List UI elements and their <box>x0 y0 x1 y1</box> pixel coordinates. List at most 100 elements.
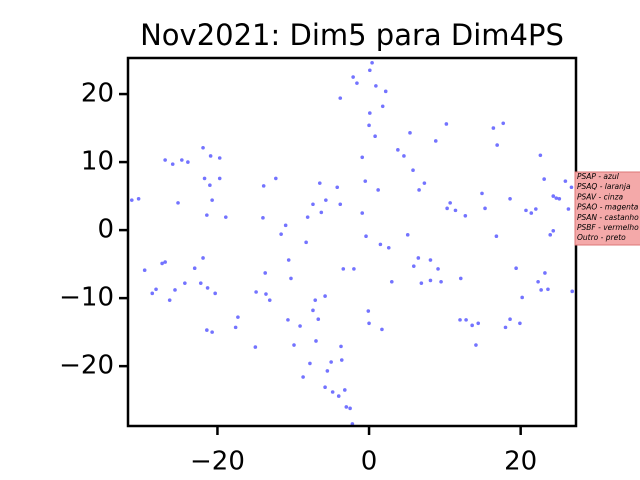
point <box>261 184 266 188</box>
point <box>325 369 330 373</box>
point <box>336 394 341 398</box>
point <box>436 267 440 271</box>
point <box>261 216 265 220</box>
point <box>342 388 347 392</box>
y-tick-label: −20 <box>59 351 114 381</box>
legend-entry: Outro - preto <box>577 233 626 242</box>
point <box>364 234 368 239</box>
point <box>367 321 371 326</box>
point <box>129 198 134 202</box>
point <box>374 84 378 88</box>
point <box>546 287 550 292</box>
point <box>360 155 365 160</box>
point <box>205 328 209 332</box>
point <box>508 317 512 322</box>
point <box>518 321 522 326</box>
point <box>205 286 210 290</box>
point <box>419 281 424 285</box>
point <box>267 298 272 302</box>
point <box>344 405 349 409</box>
point <box>236 315 240 319</box>
point <box>380 327 384 332</box>
point <box>548 233 553 237</box>
point <box>480 191 484 196</box>
point <box>170 162 175 166</box>
point <box>474 343 478 347</box>
point <box>416 256 421 260</box>
point <box>154 287 158 292</box>
point <box>494 234 499 239</box>
legend-entry: PSAP - azul <box>577 172 620 181</box>
point <box>308 361 312 366</box>
point <box>304 240 308 245</box>
point <box>439 279 443 284</box>
point <box>201 145 205 150</box>
point <box>279 232 283 236</box>
point <box>142 268 147 273</box>
point <box>570 289 575 294</box>
point <box>373 134 377 139</box>
legend-entry: PSAN - castanho <box>577 213 639 222</box>
point <box>263 271 268 275</box>
legend-box <box>574 171 640 246</box>
point <box>286 318 290 322</box>
legend-entry: PSAO - magenta <box>577 203 639 212</box>
point <box>167 298 172 302</box>
point <box>389 279 394 284</box>
point <box>176 201 180 205</box>
point <box>163 158 167 162</box>
point <box>311 308 315 313</box>
point <box>274 176 278 181</box>
point <box>341 267 346 271</box>
point <box>360 211 365 215</box>
point <box>428 278 433 283</box>
point <box>192 266 197 270</box>
point <box>136 197 141 201</box>
point <box>305 215 310 219</box>
y-tick-label: 10 <box>81 147 114 177</box>
point <box>524 208 528 213</box>
point <box>363 179 368 183</box>
point <box>338 96 343 100</box>
point <box>217 156 222 160</box>
point <box>501 121 506 126</box>
point <box>557 197 562 201</box>
point <box>542 177 546 181</box>
point <box>491 126 496 130</box>
point <box>445 206 449 211</box>
point <box>366 309 371 313</box>
point <box>422 181 427 185</box>
point <box>163 260 167 264</box>
point <box>370 60 374 65</box>
point <box>411 264 416 268</box>
point <box>543 271 547 275</box>
point <box>463 214 468 218</box>
point <box>483 206 487 211</box>
point <box>183 281 187 285</box>
point <box>233 325 238 330</box>
point <box>186 160 190 164</box>
point <box>444 122 449 126</box>
x-tick-label: −20 <box>190 447 245 477</box>
point <box>314 339 318 343</box>
point <box>324 198 328 202</box>
point <box>464 318 468 322</box>
chart-title: Nov2021: Dim5 para Dim4PS <box>140 18 564 52</box>
point <box>383 89 388 94</box>
axis-ticks: −20 0 20 −20 −10 0 10 20 <box>59 79 537 477</box>
point <box>180 158 184 162</box>
point <box>253 345 258 349</box>
point <box>529 211 534 215</box>
point <box>495 143 499 147</box>
point <box>453 208 458 213</box>
point <box>352 267 356 271</box>
point <box>338 202 343 207</box>
point <box>368 111 372 115</box>
point <box>539 288 543 292</box>
point <box>428 258 433 262</box>
point <box>330 390 335 394</box>
point <box>283 223 288 228</box>
point <box>563 179 568 183</box>
point <box>173 288 177 292</box>
point <box>566 207 571 211</box>
